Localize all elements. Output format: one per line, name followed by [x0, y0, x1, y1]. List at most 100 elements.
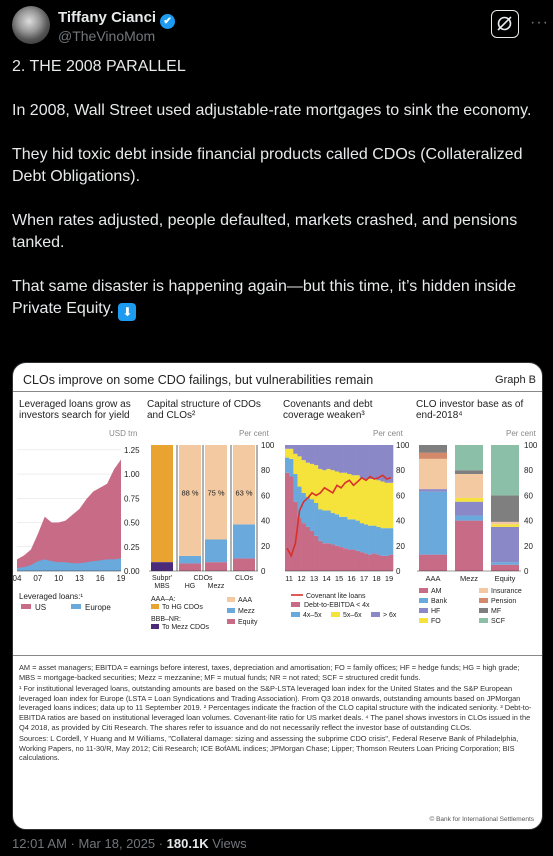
bar-segment — [322, 510, 327, 544]
tick-label: 14 — [322, 574, 330, 583]
bar-segment — [384, 445, 390, 483]
bar-segment — [455, 520, 483, 571]
bar-segment — [351, 445, 356, 476]
bar-segment — [205, 445, 227, 540]
legend-swatch — [479, 588, 488, 593]
bar-segment — [343, 516, 348, 549]
bar-segment — [233, 445, 255, 525]
divider — [13, 391, 542, 392]
bar-segment — [363, 479, 369, 525]
bar-segment — [347, 519, 352, 550]
tick-label: 40 — [396, 517, 405, 526]
bar-subprime-bbb — [151, 562, 173, 571]
attached-image[interactable]: CLOs improve on some CDO failings, but v… — [12, 362, 543, 830]
tick-label: 0.75 — [124, 494, 140, 503]
avatar[interactable] — [12, 6, 50, 44]
bar-segment — [380, 555, 385, 571]
bar-segment — [376, 445, 381, 481]
tick-label: 16 — [96, 574, 105, 583]
tick-label: 80 — [524, 466, 533, 475]
bar-segment — [339, 516, 344, 548]
panel-title: CLO investor base as of end-2018⁴ — [416, 399, 524, 421]
bar-segment — [380, 528, 385, 556]
bar-segment — [388, 445, 394, 483]
tick-label: 11 — [285, 574, 293, 583]
legend-label: > 6x — [383, 612, 397, 619]
tick-label: 0 — [261, 567, 266, 576]
tick-label: 60 — [396, 491, 405, 500]
bar-segment — [419, 489, 447, 492]
post-line: When rates adjusted, people defaulted, m… — [12, 212, 522, 251]
figure-title: CLOs improve on some CDO failings, but v… — [23, 373, 374, 387]
bar-segment — [285, 445, 290, 449]
grok-icon[interactable] — [491, 10, 519, 38]
legend-swatch — [227, 597, 235, 602]
unit-label: Per cent — [239, 429, 269, 438]
bar-segment — [347, 473, 352, 520]
tick-label: 19 — [117, 574, 126, 583]
legend-label: To HG CDOs — [162, 604, 203, 611]
more-options-icon[interactable]: ··· — [530, 14, 549, 31]
tick-label: 13 — [75, 574, 84, 583]
tick-label: 60 — [261, 491, 270, 500]
post-time[interactable]: 12:01 AM — [12, 836, 67, 851]
bar-segment — [233, 558, 255, 571]
bar-segment — [372, 445, 377, 480]
bar-subprime-aaa — [151, 445, 173, 563]
post-line: They hid toxic debt inside financial pro… — [12, 146, 527, 185]
bar-segment — [285, 448, 290, 458]
bar-segment — [309, 530, 315, 571]
tick-label: 100 — [261, 441, 275, 450]
bar-segment — [289, 476, 294, 571]
bar-segment — [318, 445, 323, 469]
tick-label: 13 — [310, 574, 318, 583]
legend-swatch — [227, 608, 235, 613]
bar-segment — [384, 555, 390, 571]
bar-segment — [455, 470, 483, 474]
bar-segment — [368, 525, 373, 555]
unit-label: USD trn — [109, 429, 138, 438]
series-europe-area — [17, 558, 121, 571]
bar-segment — [293, 445, 298, 454]
bar-segment — [347, 549, 352, 571]
bar-segment — [491, 524, 519, 527]
post-line: In 2008, Wall Street used adjustable-rat… — [12, 102, 532, 119]
legend-label: AM — [431, 588, 442, 595]
legend-label: To Mezz CDOs — [162, 624, 210, 631]
bar-segment — [309, 463, 315, 500]
bar-segment — [376, 480, 381, 527]
tick-label: 80 — [261, 466, 270, 475]
bar-segment — [179, 563, 201, 571]
post-date[interactable]: Mar 18, 2025 — [78, 836, 156, 851]
bar-segment — [347, 445, 352, 474]
legend-swatch — [331, 612, 340, 617]
bar-segment — [355, 520, 361, 551]
tick-label: 16 — [347, 574, 355, 583]
bar-segment — [355, 475, 361, 521]
bar-segment — [455, 497, 483, 502]
figure-notes: AM = asset managers; EBITDA = earnings b… — [19, 663, 536, 765]
bar-segment — [179, 555, 201, 564]
bar-segment — [380, 445, 385, 482]
bar-segment — [388, 554, 394, 571]
tick-label: 12 — [297, 574, 305, 583]
author-name[interactable]: Tiffany Cianci ✔ — [58, 9, 176, 29]
bar-segment — [297, 445, 302, 457]
panel-title: Leveraged loans grow as investors search … — [19, 399, 131, 421]
panel-title: Capital structure of CDOs and CLOs² — [147, 399, 261, 421]
bar-segment — [301, 523, 307, 571]
bar-segment — [363, 553, 369, 571]
legend-swatch — [151, 604, 159, 609]
author-handle[interactable]: @TheVinoMom — [58, 28, 156, 44]
bar-segment — [330, 513, 336, 545]
legend-swatch — [371, 612, 380, 617]
legend-swatch — [291, 612, 300, 617]
legend-label: SCF — [491, 618, 505, 625]
legend-swatch — [227, 619, 235, 624]
bar-segment — [419, 452, 447, 459]
category-label: AAA — [425, 574, 440, 583]
grok-glyph-icon — [497, 16, 512, 31]
bar-segment — [330, 544, 336, 571]
bar-segment — [322, 543, 327, 571]
bar-segment — [293, 473, 298, 502]
